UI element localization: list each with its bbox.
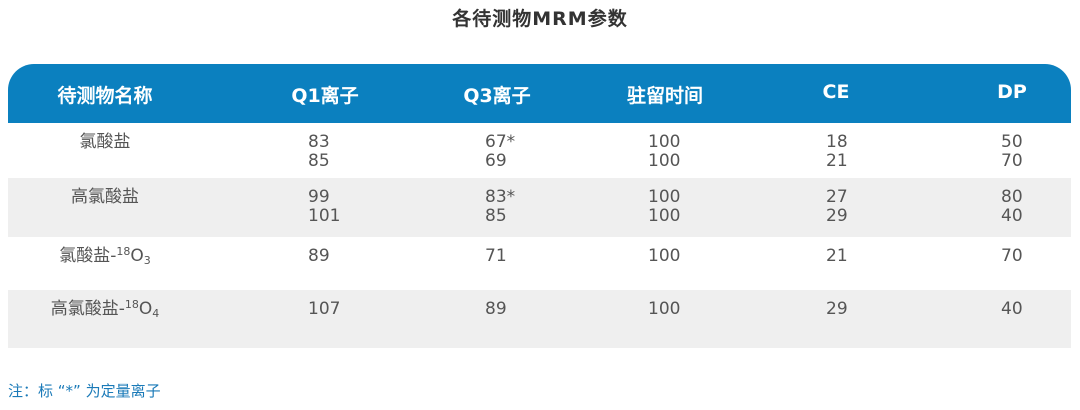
analyte-base: 氯酸盐- xyxy=(59,246,117,266)
q3-ion-value: 89 xyxy=(485,299,507,319)
footnote: 注：标 “*” 为定量离子 xyxy=(8,382,161,400)
analyte-base: 高氯酸盐 xyxy=(71,187,139,207)
dp-value: 70 xyxy=(1001,246,1023,266)
atom-count: 4 xyxy=(152,307,160,320)
isotope-mass: 18 xyxy=(116,245,131,258)
ce-value: 21 xyxy=(826,246,848,266)
analyte-base: 氯酸盐 xyxy=(79,132,131,152)
q1-ion-value: 83 85 xyxy=(308,132,330,171)
dwell-time-value: 100 xyxy=(648,246,681,266)
dwell-time-value: 100 xyxy=(648,299,681,319)
analyte-name: 氯酸盐 xyxy=(80,133,131,152)
header-dwell-time: 驻留时间 xyxy=(626,85,704,107)
header-analyte-name: 待测物名称 xyxy=(57,85,153,107)
ce-value: 27 29 xyxy=(826,187,848,226)
element: O xyxy=(138,299,153,319)
table-row: 氯酸盐-18O3 89 71 100 21 70 xyxy=(8,237,1071,290)
q1-ion-value: 89 xyxy=(308,246,330,266)
header-q3-ion: Q3离子 xyxy=(463,85,531,107)
q1-ion-value: 107 xyxy=(308,299,341,319)
dwell-time-value: 100 100 xyxy=(648,187,681,226)
dp-value: 50 70 xyxy=(1001,132,1023,171)
table-header: 待测物名称 Q1离子 Q3离子 驻留时间 CE DP xyxy=(8,64,1071,123)
table-row: 氯酸盐 83 85 67* 69 100 100 18 21 50 70 xyxy=(8,123,1071,178)
mrm-parameters-table: 待测物名称 Q1离子 Q3离子 驻留时间 CE DP 氯酸盐 83 85 67* 6… xyxy=(8,64,1071,348)
table-row: 高氯酸盐-18O4 107 89 100 29 40 xyxy=(8,290,1071,348)
page-title: 各待测物MRM参数 xyxy=(452,8,628,30)
dp-value: 80 40 xyxy=(1001,187,1023,226)
ce-value: 18 21 xyxy=(826,132,848,171)
dp-value: 40 xyxy=(1001,299,1023,319)
q3-ion-value: 71 xyxy=(485,246,507,266)
dwell-time-value: 100 100 xyxy=(648,132,681,171)
element: O xyxy=(130,246,144,266)
q1-ion-value: 99 101 xyxy=(308,187,341,226)
table-row: 高氯酸盐 99 101 83* 85 100 100 27 29 80 40 xyxy=(8,178,1071,237)
analyte-name: 氯酸盐-18O3 xyxy=(59,245,151,267)
header-q1-ion: Q1离子 xyxy=(291,85,359,107)
q3-ion-value: 67* 69 xyxy=(485,132,516,171)
analyte-name: 高氯酸盐 xyxy=(71,188,139,207)
analyte-base: 高氯酸盐- xyxy=(50,299,125,319)
isotope-mass: 18 xyxy=(124,298,139,311)
header-ce: CE xyxy=(822,81,850,103)
header-dp: DP xyxy=(997,81,1027,103)
q3-ion-value: 83* 85 xyxy=(485,187,516,226)
ce-value: 29 xyxy=(826,299,848,319)
analyte-name: 高氯酸盐-18O4 xyxy=(50,298,160,320)
atom-count: 3 xyxy=(143,254,151,267)
